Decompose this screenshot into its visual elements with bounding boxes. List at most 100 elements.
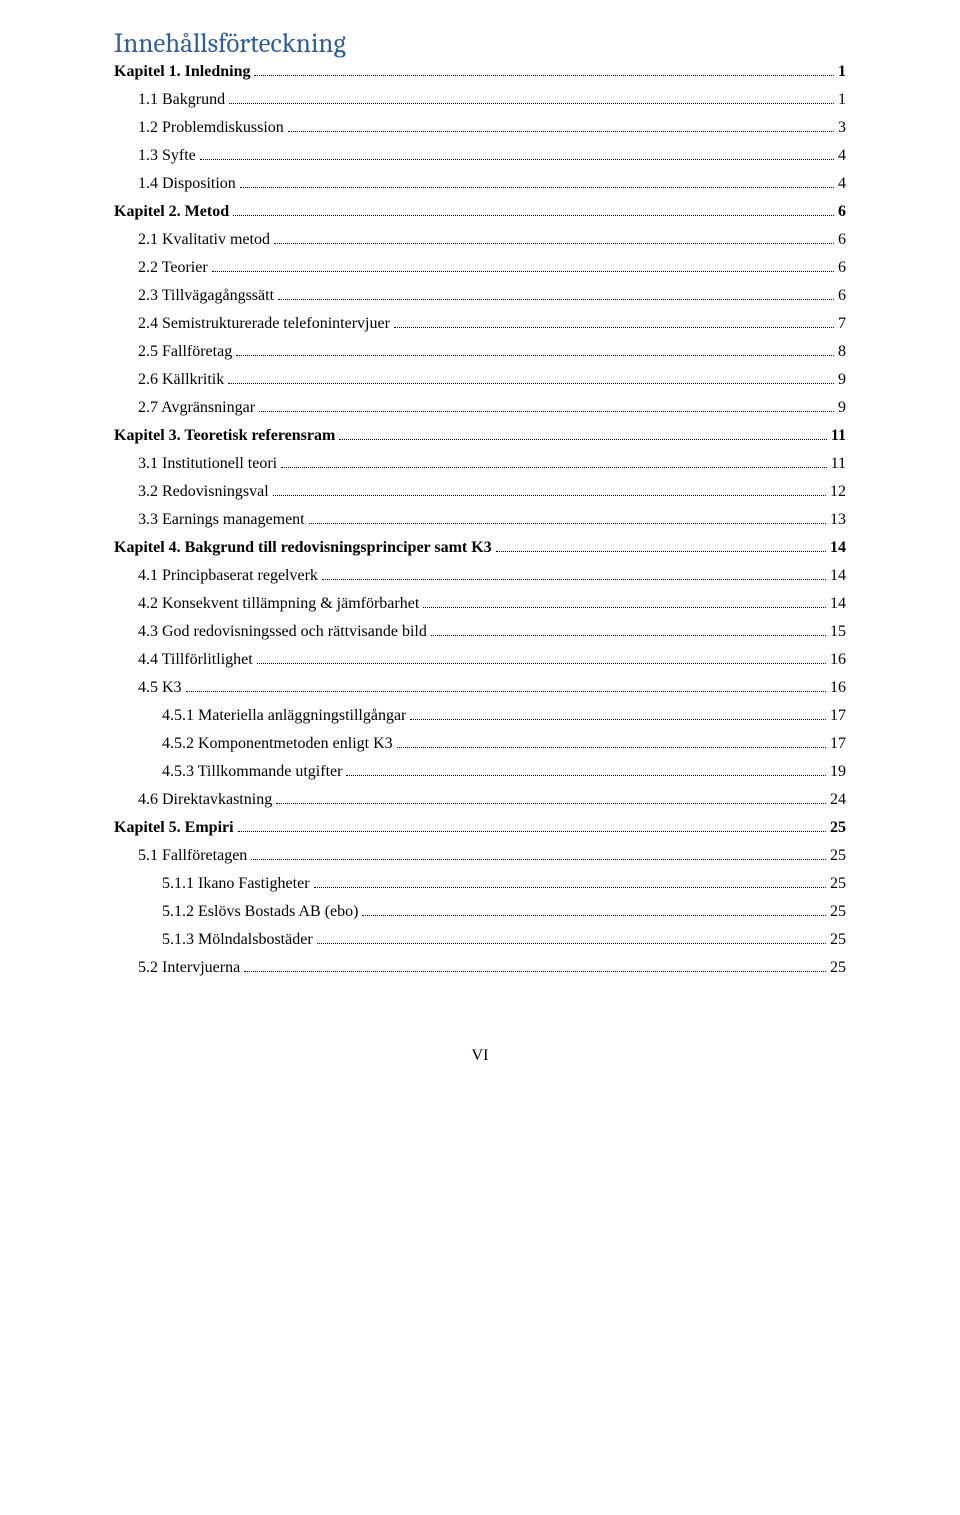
toc-entry-label: Kapitel 3. Teoretisk referensram [114, 427, 335, 445]
toc-entry: 2.6 Källkritik 9 [114, 371, 846, 389]
toc-entry: 1.3 Syfte 4 [114, 147, 846, 165]
toc-entry-label: 2.1 Kvalitativ metod [138, 231, 270, 249]
toc-entry-page: 8 [838, 343, 846, 361]
toc-entry-page: 25 [830, 931, 846, 949]
toc-entry: 2.5 Fallföretag 8 [114, 343, 846, 361]
toc-entry: 3.2 Redovisningsval 12 [114, 483, 846, 501]
toc-entry-label: 5.2 Intervjuerna [138, 959, 240, 977]
toc-entry-page: 6 [838, 203, 846, 221]
toc-dot-leader [362, 915, 826, 916]
toc-dot-leader [238, 831, 826, 832]
toc-entry: 1.1 Bakgrund 1 [114, 91, 846, 109]
toc-entry: 3.1 Institutionell teori11 [114, 455, 846, 473]
toc-entry-label: 2.3 Tillvägagångssätt [138, 287, 274, 305]
toc-entry-page: 9 [838, 399, 846, 417]
toc-dot-leader [322, 579, 826, 580]
toc-entry: 5.1.2 Eslövs Bostads AB (ebo) 25 [114, 903, 846, 921]
toc-entry-label: Kapitel 2. Metod [114, 203, 229, 221]
toc-entry-label: 2.7 Avgränsningar [138, 399, 255, 417]
toc-entry-page: 25 [830, 847, 846, 865]
toc-entry-page: 1 [838, 91, 846, 109]
toc-entry-label: 4.5.2 Komponentmetoden enligt K3 [162, 735, 393, 753]
toc-dot-leader [317, 943, 826, 944]
toc-entry: 5.1.1 Ikano Fastigheter25 [114, 875, 846, 893]
toc-dot-leader [228, 383, 834, 384]
toc-entry-label: 4.5 K3 [138, 679, 182, 697]
toc-entry-page: 13 [830, 511, 846, 529]
toc-entry-page: 14 [830, 595, 846, 613]
toc-entry-label: 4.4 Tillförlitlighet [138, 651, 253, 669]
toc-entry: Kapitel 2. Metod 6 [114, 203, 846, 221]
toc-entry: 2.7 Avgränsningar 9 [114, 399, 846, 417]
toc-list: Kapitel 1. Inledning 1 1.1 Bakgrund 1 1.2 Pr… [114, 63, 846, 977]
toc-dot-leader [496, 551, 826, 552]
toc-dot-leader [240, 187, 834, 188]
toc-entry: 5.2 Intervjuerna25 [114, 959, 846, 977]
toc-dot-leader [339, 439, 827, 440]
toc-entry-label: 4.5.1 Materiella anläggningstillgångar [162, 707, 406, 725]
toc-entry-label: 5.1 Fallföretagen [138, 847, 247, 865]
toc-entry-page: 6 [838, 287, 846, 305]
toc-entry-label: 2.5 Fallföretag [138, 343, 232, 361]
toc-entry-page: 14 [830, 539, 846, 557]
toc-entry: 4.6 Direktavkastning24 [114, 791, 846, 809]
toc-entry: 4.5.1 Materiella anläggningstillgångar17 [114, 707, 846, 725]
toc-dot-leader [254, 75, 834, 76]
toc-dot-leader [276, 803, 826, 804]
page-number-footer: VI [114, 1047, 846, 1065]
toc-entry-label: 3.1 Institutionell teori [138, 455, 277, 473]
toc-entry-page: 4 [838, 147, 846, 165]
toc-dot-leader [233, 215, 834, 216]
toc-entry-page: 1 [838, 63, 846, 81]
toc-dot-leader [186, 691, 826, 692]
toc-entry-label: 1.1 Bakgrund [138, 91, 225, 109]
toc-dot-leader [236, 355, 834, 356]
toc-dot-leader [281, 467, 827, 468]
toc-dot-leader [273, 495, 826, 496]
toc-entry-label: 3.2 Redovisningsval [138, 483, 269, 501]
toc-dot-leader [431, 635, 826, 636]
toc-entry-label: 1.2 Problemdiskussion [138, 119, 284, 137]
toc-entry-label: 1.4 Disposition [138, 175, 236, 193]
toc-entry: 4.1 Principbaserat regelverk 14 [114, 567, 846, 585]
toc-entry: Kapitel 4. Bakgrund till redovisningspri… [114, 539, 846, 557]
toc-dot-leader [314, 887, 826, 888]
toc-entry-page: 24 [830, 791, 846, 809]
toc-entry-label: 1.3 Syfte [138, 147, 196, 165]
toc-entry: 5.1 Fallföretagen 25 [114, 847, 846, 865]
toc-entry-page: 12 [830, 483, 846, 501]
toc-dot-leader [423, 607, 826, 608]
toc-dot-leader [257, 663, 826, 664]
toc-entry-label: 2.6 Källkritik [138, 371, 224, 389]
toc-entry: 2.4 Semistrukturerade telefonintervjuer 7 [114, 315, 846, 333]
toc-entry-label: 4.1 Principbaserat regelverk [138, 567, 318, 585]
toc-entry-label: 4.5.3 Tillkommande utgifter [162, 763, 342, 781]
toc-dot-leader [394, 327, 834, 328]
toc-entry-label: 4.3 God redovisningssed och rättvisande … [138, 623, 427, 641]
toc-dot-leader [200, 159, 834, 160]
toc-dot-leader [244, 971, 826, 972]
toc-entry: Kapitel 1. Inledning 1 [114, 63, 846, 81]
toc-entry: 4.5.3 Tillkommande utgifter 19 [114, 763, 846, 781]
toc-entry-page: 25 [830, 903, 846, 921]
toc-dot-leader [274, 243, 834, 244]
toc-entry-page: 9 [838, 371, 846, 389]
toc-entry-label: 5.1.3 Mölndalsbostäder [162, 931, 313, 949]
toc-entry: 2.1 Kvalitativ metod6 [114, 231, 846, 249]
toc-entry-page: 14 [830, 567, 846, 585]
toc-entry-page: 7 [838, 315, 846, 333]
toc-entry-page: 16 [830, 679, 846, 697]
toc-dot-leader [288, 131, 834, 132]
toc-entry-page: 11 [831, 427, 846, 445]
toc-entry-label: 3.3 Earnings management [138, 511, 305, 529]
toc-entry: 2.3 Tillvägagångssätt 6 [114, 287, 846, 305]
toc-entry-label: 5.1.2 Eslövs Bostads AB (ebo) [162, 903, 358, 921]
toc-entry-label: Kapitel 1. Inledning [114, 63, 250, 81]
toc-dot-leader [251, 859, 826, 860]
toc-entry-label: 2.4 Semistrukturerade telefonintervjuer [138, 315, 390, 333]
toc-dot-leader [212, 271, 834, 272]
toc-entry-page: 15 [830, 623, 846, 641]
toc-dot-leader [410, 719, 826, 720]
toc-entry: 4.2 Konsekvent tillämpning & jämförbarhe… [114, 595, 846, 613]
toc-entry-page: 19 [830, 763, 846, 781]
